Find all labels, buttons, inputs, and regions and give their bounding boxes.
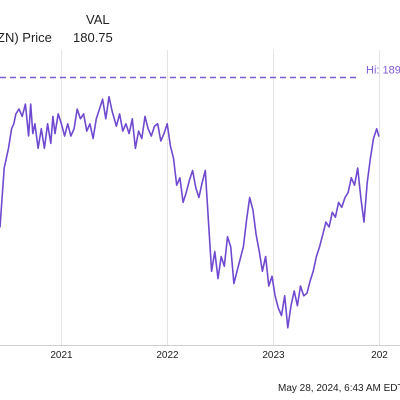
legend-latest-value: 180.75 bbox=[73, 30, 113, 45]
x-tick-label: 2021 bbox=[50, 350, 73, 361]
legend-header: VAL ZN) Price 180.75 bbox=[0, 0, 400, 50]
high-reference: Hi: 189 bbox=[0, 65, 400, 79]
x-axis: 2021 2022 2023 202 bbox=[0, 345, 400, 361]
legend-series-name[interactable]: ZN) Price bbox=[0, 30, 52, 45]
footer-timestamp: May 28, 2024, 6:43 AM EDT Pow bbox=[278, 383, 400, 394]
value-column-header: VAL bbox=[86, 12, 110, 27]
x-tick-label: 202 bbox=[371, 350, 388, 361]
series-layer bbox=[0, 95, 380, 329]
price-line bbox=[0, 95, 380, 329]
x-tick-label: 2023 bbox=[262, 350, 285, 361]
x-tick-label: 2022 bbox=[156, 350, 179, 361]
hi-label: Hi: 189 bbox=[366, 65, 400, 77]
gridlines bbox=[61, 50, 380, 345]
